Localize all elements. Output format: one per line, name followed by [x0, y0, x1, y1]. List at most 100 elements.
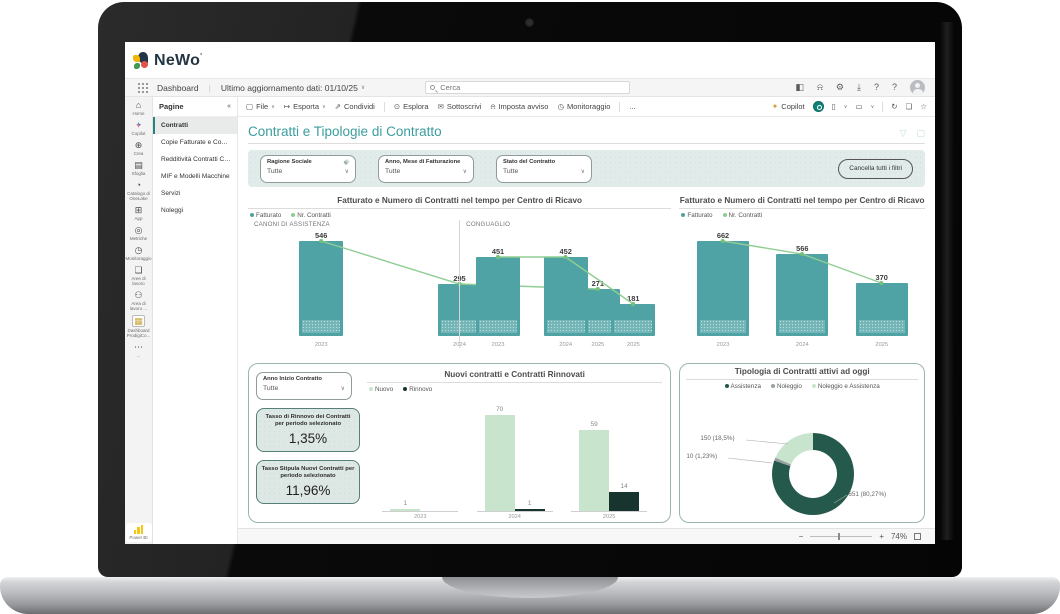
refresh-icon[interactable]: ↻ — [891, 102, 898, 111]
rail-item-catalogo-di-onelake[interactable]: ◔ Catalogo di OneLake — [126, 180, 152, 201]
home-icon: ⌂ — [135, 100, 142, 110]
zoom-in-button[interactable]: + — [879, 532, 884, 541]
toolbar-esporta[interactable]: ↦ Esporta ∨ — [284, 102, 326, 111]
data-label: 1 — [527, 500, 532, 507]
bar-2025[interactable] — [611, 304, 656, 336]
nav-dashboard-label[interactable]: Dashboard — [157, 82, 199, 93]
rail-item-item[interactable]: ⋯... — [126, 342, 152, 358]
donut-chart[interactable] — [772, 433, 855, 515]
legend-label: Noleggio e Assistenza — [817, 383, 880, 390]
chart-legend: Nuovo Rinnovo — [367, 383, 662, 394]
expand-icon[interactable]: ▢ — [916, 128, 925, 138]
zoom-slider[interactable] — [810, 533, 873, 540]
notifications-icon[interactable]: ⍾ — [816, 82, 823, 92]
toolbar-more[interactable]: ... — [629, 102, 636, 111]
donut-hole — [789, 450, 838, 498]
sidebar-item-noleggi[interactable]: Noleggi — [161, 207, 184, 214]
workspaces-icon: ❏ — [134, 265, 143, 275]
sidebar-item-copie-fatturate-e-copie[interactable]: Copie Fatturate e Copie ... — [161, 139, 237, 146]
waffle-menu-icon[interactable] — [125, 86, 153, 89]
bar-nuovo-2023[interactable]: 1 — [390, 500, 421, 511]
slicer-stato-del-contratto[interactable]: Stato del Contratto Tutte ∨ — [496, 154, 592, 183]
category-group-2024: 70 1 2024 — [476, 406, 553, 520]
search-input[interactable] — [438, 82, 626, 93]
toolbar-imposta-avviso[interactable]: ⍾ Imposta avviso — [490, 102, 548, 112]
bar-rinnovo-2024[interactable]: 1 — [514, 500, 545, 511]
zoom-out-button[interactable]: − — [798, 532, 804, 541]
sidebar-item-redditivit-contratti-co[interactable]: Redditività Contratti Co... — [161, 156, 234, 163]
app-badge-icon[interactable] — [812, 101, 824, 112]
clear-filters-button[interactable]: Cancella tutti i filtri — [838, 158, 913, 179]
eraser-icon[interactable] — [343, 158, 350, 165]
filter-icon[interactable]: ▽ — [899, 128, 907, 138]
sidebar-item-mif-e-modelli-macchine[interactable]: MIF e Modelli Macchine — [161, 173, 230, 180]
global-search[interactable] — [425, 81, 631, 94]
toolbar-monitoraggio[interactable]: ◷ Monitoraggio — [557, 102, 610, 111]
bar-nuovo-2025[interactable]: 59 — [579, 421, 610, 511]
toolbar-condividi[interactable]: ⇗ Condividi — [335, 102, 375, 111]
legend-item-noleggio[interactable]: Noleggio — [770, 383, 802, 390]
legend-item-fatturato[interactable]: Fatturato — [250, 212, 281, 219]
rail-item-monitoraggio[interactable]: ◷ Monitoraggio — [126, 245, 152, 261]
rail-item-copilot[interactable]: ✦ Copilot — [126, 120, 152, 136]
bar-2023[interactable] — [476, 257, 520, 336]
rail-item-home[interactable]: ⌂ Home — [126, 100, 152, 116]
user-avatar[interactable] — [910, 80, 925, 95]
bar-2025[interactable] — [855, 283, 908, 336]
rail-item-sfoglia[interactable]: ▤ Sfoglia — [126, 160, 152, 176]
anno-inizio-contratto-slicer[interactable]: Anno Inizio Contratto Tutte ∨ — [256, 372, 352, 400]
legend-dot — [403, 387, 408, 392]
settings-icon[interactable]: ⚙ — [835, 82, 844, 92]
legend-item-noleggio-e-assistenza[interactable]: Noleggio e Assistenza — [811, 383, 880, 390]
power-bi-icon — [133, 525, 144, 534]
chevron-down-icon: ∨ — [340, 386, 345, 392]
legend-item-nr-contratti[interactable]: Nr. Contratti — [291, 212, 331, 219]
legend-item-nuovo[interactable]: Nuovo — [369, 386, 393, 393]
slicer-value-text: Tutte — [267, 167, 283, 175]
bookmarks-icon[interactable]: ▯ — [831, 102, 836, 111]
collapse-sidebar-icon[interactable]: « — [227, 103, 231, 110]
newo-logo-icon — [133, 51, 150, 69]
toolbar-label: Monitoraggio — [567, 102, 611, 111]
rail-label: ... — [136, 353, 141, 358]
rail-item-dashboard-prodigico[interactable]: ▦ Dashboard ProdigiCo... — [126, 315, 152, 338]
download-icon[interactable]: ⤓ — [856, 82, 861, 92]
legend-item-fatturato[interactable]: Fatturato — [681, 212, 713, 219]
rail-item-area-di-lavoro[interactable]: ⚇ Area di lavoro ... — [126, 290, 152, 311]
bar-2024[interactable] — [543, 257, 588, 336]
rail-item-metriche[interactable]: ◎ Metriche — [126, 225, 152, 241]
toolbar-esplora[interactable]: ⊙ Esplora — [394, 102, 429, 111]
fullscreen-icon[interactable] — [914, 533, 921, 540]
bar-2023[interactable] — [697, 241, 749, 336]
favorite-icon[interactable]: ☆ — [920, 102, 927, 111]
laptop-base — [0, 577, 1060, 614]
bar-2023[interactable] — [299, 241, 344, 336]
slicer-ragione-sociale[interactable]: Ragione Sociale Tutte ∨ — [260, 154, 356, 183]
sidebar-item-contratti[interactable]: Contratti — [153, 117, 237, 134]
rail-item-power-bi[interactable]: Power BI — [125, 523, 152, 542]
chevron-down-icon[interactable]: ∨ — [360, 85, 366, 91]
bar-2024[interactable] — [776, 254, 829, 336]
comment-icon[interactable]: ❏ — [905, 102, 913, 111]
bar-rinnovo-2025[interactable]: 14 — [609, 483, 640, 511]
slicer-anno-mese-di-fatturazione[interactable]: Anno, Mese di Fatturazione Tutte ∨ — [378, 154, 474, 183]
chevron-down-icon: ∨ — [344, 168, 349, 175]
legend-item-rinnovo[interactable]: Rinnovo — [403, 386, 432, 393]
rail-item-crea[interactable]: ⊕ Crea — [126, 140, 152, 156]
legend-item-nr-contratti[interactable]: Nr. Contratti — [722, 212, 762, 219]
toolbar-sottoscrivi[interactable]: ✉ Sottoscrivi — [438, 102, 482, 111]
side-panel-icon[interactable]: ◧ — [795, 82, 804, 92]
help-icon[interactable]: ? — [873, 82, 879, 92]
bar-nuovo-2024[interactable]: 70 — [484, 406, 515, 511]
toolbar-file[interactable]: ▢ File ∨ — [246, 102, 275, 111]
account-icon[interactable]: ? — [891, 82, 897, 92]
legend-item-assistenza[interactable]: Assistenza — [724, 383, 761, 390]
top-nav-bar: Dashboard | Ultimo aggiornamento dati: 0… — [125, 78, 935, 97]
copilot-button[interactable]: ✦ Copilot — [772, 102, 805, 111]
browse-icon: ▤ — [134, 160, 143, 170]
slicer-label: Ragione Sociale — [267, 158, 350, 165]
rail-item-aree-di-lavoro[interactable]: ❏ Aree di lavoro — [126, 265, 152, 286]
rail-item-app[interactable]: ⊞ App — [126, 205, 152, 221]
view-icon[interactable]: ▭ — [855, 102, 863, 111]
sidebar-item-servizi[interactable]: Servizi — [161, 190, 181, 197]
